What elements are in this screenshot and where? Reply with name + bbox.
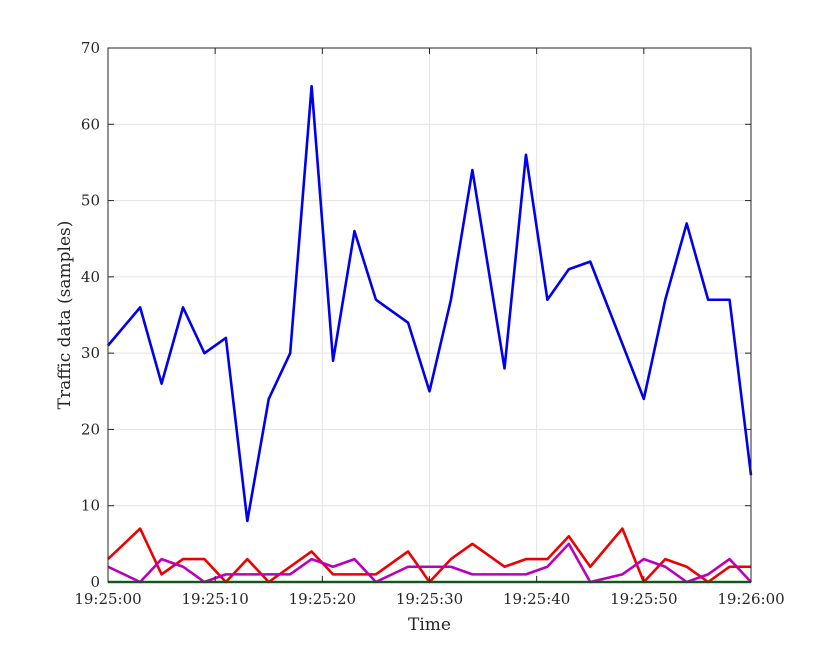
y-tick-label: 60 bbox=[81, 115, 100, 133]
x-tick-label: 19:25:10 bbox=[181, 590, 248, 608]
x-axis-label: Time bbox=[408, 615, 451, 635]
y-axis-label: Traffic data (samples) bbox=[55, 221, 75, 410]
series-line-3 bbox=[107, 542, 752, 584]
y-tick-label: 50 bbox=[81, 192, 100, 210]
x-tick-label: 19:25:50 bbox=[610, 590, 677, 608]
x-tick-label: 19:25:40 bbox=[503, 590, 570, 608]
y-tick-label: 40 bbox=[81, 268, 100, 286]
y-tick-label: 30 bbox=[81, 344, 100, 362]
y-tick-label: 20 bbox=[81, 420, 100, 438]
y-tick-label: 0 bbox=[90, 573, 100, 591]
series-line-1 bbox=[107, 84, 753, 523]
y-tick-label: 70 bbox=[81, 39, 100, 57]
y-tick-label: 10 bbox=[81, 497, 100, 515]
series-line-2 bbox=[107, 527, 751, 584]
tick-layer: 19:25:00 19:25:10 19:25:20 19:25:30 19:25:40… bbox=[74, 39, 784, 608]
x-tick-label: 19:25:00 bbox=[74, 590, 141, 608]
x-tick-label: 19:25:30 bbox=[396, 590, 463, 608]
x-tick-label: 19:25:20 bbox=[289, 590, 356, 608]
x-tick-label: 19:26:00 bbox=[717, 590, 784, 608]
